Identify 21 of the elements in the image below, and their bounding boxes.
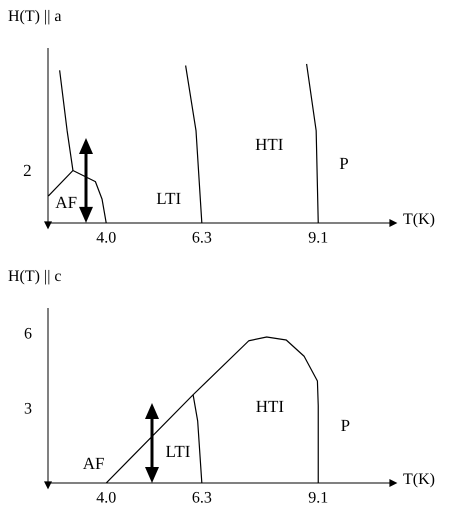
annotation: HTI	[256, 397, 284, 418]
annotation: AF	[55, 193, 78, 214]
annotation: AF	[82, 454, 104, 474]
x-axis-title: T(K)	[403, 211, 435, 229]
y-tick-label: 3	[24, 400, 32, 418]
annotation: HTI	[255, 134, 284, 155]
x-tick-label: 4.0	[96, 489, 116, 506]
annotation: LTI	[166, 442, 190, 462]
annotation: P	[339, 154, 349, 174]
y-axis-title: H(T) || c	[8, 268, 62, 286]
x-tick-label: 4.0	[96, 229, 116, 246]
x-axis-title: T(K)	[403, 471, 435, 489]
annotation: LTI	[156, 188, 182, 208]
y-tick-label: 6	[24, 326, 32, 343]
x-tick-label: 6.3	[192, 489, 212, 506]
x-tick-label: 9.1	[308, 229, 328, 246]
x-tick-label: 9.1	[308, 489, 328, 506]
y-axis-title: H(T) || a	[8, 8, 62, 26]
annotation: P	[340, 416, 350, 436]
x-tick-label: 6.3	[192, 229, 212, 246]
text: 2	[23, 160, 32, 180]
